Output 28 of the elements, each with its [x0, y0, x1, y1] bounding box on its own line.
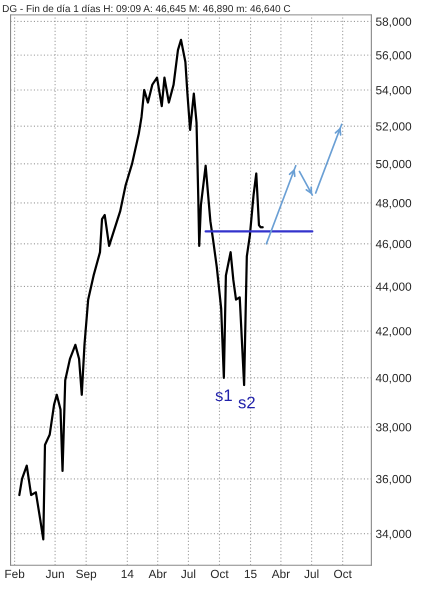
- y-tick-label: 38,000: [376, 423, 412, 433]
- x-tick-label: Abr: [148, 569, 167, 578]
- x-tick-label: Abr: [272, 569, 290, 578]
- x-tick-label: 14: [122, 570, 134, 578]
- x-tick-label: Jun: [46, 570, 64, 578]
- y-tick-label: 58,000: [376, 18, 412, 28]
- y-tick-label: 54,000: [376, 86, 412, 96]
- x-tick-label: Jul: [181, 569, 196, 578]
- x-tick-label: Oct: [334, 570, 352, 578]
- x-tick-label: Feb: [5, 569, 24, 578]
- annotation: s2: [238, 396, 255, 408]
- x-tick-label: Oct: [210, 570, 229, 578]
- y-tick-label: 52,000: [376, 122, 412, 132]
- y-tick-label: 36,000: [376, 474, 412, 485]
- y-tick-label: 50,000: [376, 160, 412, 170]
- x-tick-label: 15: [244, 570, 257, 578]
- y-tick-label: 56,000: [376, 51, 412, 61]
- x-tick-label: Jul: [304, 569, 318, 578]
- y-tick-label: 34,000: [376, 530, 412, 540]
- chart-title: DG - Fin de día 1 días H: 09:09 A: 46,645 M: 46,890 m: 46,640 C: [2, 4, 290, 14]
- y-tick-label: 46,000: [376, 240, 412, 250]
- line-series: [18, 38, 264, 540]
- x-tick-label: Sep: [76, 570, 96, 580]
- y-tick-label: 48,000: [376, 199, 412, 209]
- annotation: s1: [216, 390, 232, 402]
- y-tick-label: 44,000: [376, 282, 412, 292]
- y-tick-label: 40,000: [376, 374, 412, 384]
- y-tick-label: 42,000: [376, 327, 412, 337]
